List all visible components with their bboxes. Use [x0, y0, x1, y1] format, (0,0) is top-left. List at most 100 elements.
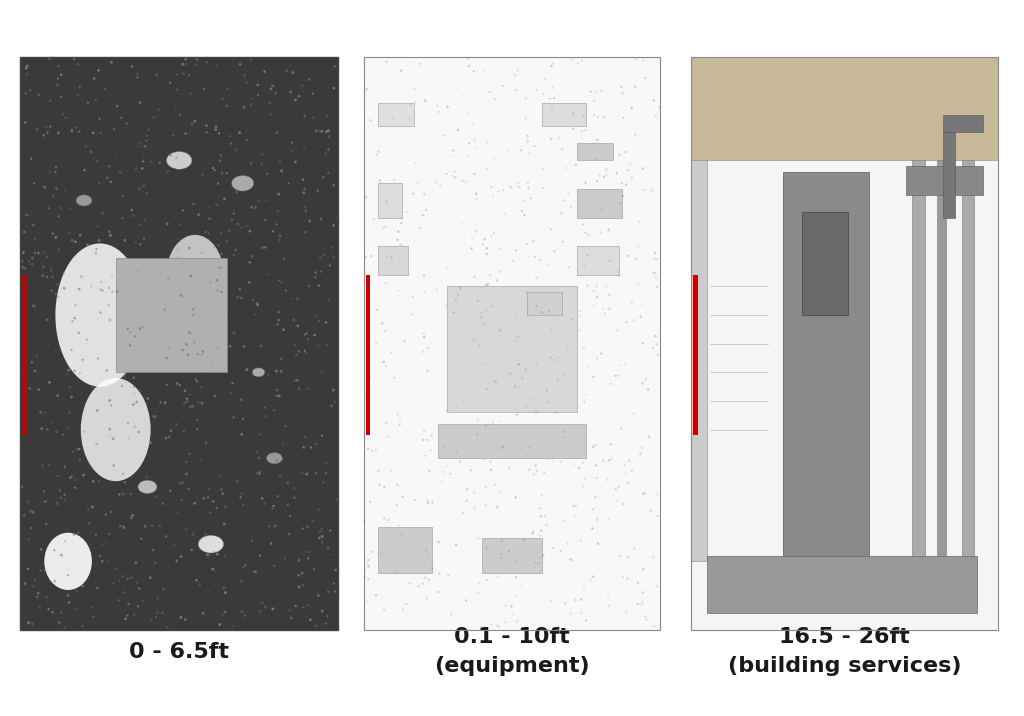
Point	[172, 283, 188, 294]
Point	[525, 469, 542, 480]
Point	[314, 537, 331, 548]
Point	[281, 528, 297, 540]
Point	[129, 72, 145, 83]
Point	[635, 163, 651, 174]
Point	[135, 180, 152, 192]
Point	[18, 62, 35, 74]
Text: (equipment): (equipment)	[434, 656, 590, 676]
Point	[318, 110, 335, 122]
Point	[575, 480, 592, 492]
Point	[216, 582, 232, 594]
Point	[635, 586, 651, 598]
Point	[263, 538, 280, 549]
Point	[390, 520, 407, 531]
Point	[635, 563, 651, 575]
Point	[578, 177, 594, 188]
Circle shape	[76, 195, 92, 206]
Point	[621, 165, 637, 176]
Point	[190, 397, 207, 408]
Point	[598, 281, 614, 292]
Point	[247, 309, 263, 320]
Point	[50, 73, 67, 84]
Point	[439, 101, 456, 112]
Point	[291, 90, 307, 102]
Point	[475, 445, 492, 457]
Point	[83, 146, 99, 158]
Point	[72, 454, 88, 465]
Point	[297, 226, 313, 238]
Point	[374, 318, 390, 329]
Point	[102, 176, 119, 188]
Point	[585, 503, 601, 515]
Point	[540, 397, 556, 408]
Point	[327, 396, 343, 407]
Point	[456, 396, 472, 407]
Point	[617, 606, 634, 618]
Point	[372, 175, 388, 186]
Point	[225, 208, 242, 219]
Point	[638, 373, 654, 384]
Point	[581, 229, 597, 241]
Point	[300, 468, 316, 479]
Point	[547, 354, 563, 366]
Point	[201, 228, 217, 239]
Point	[543, 223, 559, 235]
Point	[252, 550, 268, 561]
Point	[243, 54, 259, 66]
Point	[466, 503, 482, 515]
Point	[490, 621, 507, 633]
Point	[59, 369, 76, 381]
Point	[388, 567, 404, 579]
Point	[112, 521, 128, 532]
Point	[231, 59, 248, 70]
Point	[233, 429, 250, 440]
Point	[175, 425, 191, 437]
Point	[463, 465, 479, 476]
Point	[130, 140, 146, 152]
Point	[359, 596, 376, 607]
Point	[134, 321, 151, 333]
Point	[416, 270, 432, 281]
Point	[40, 203, 56, 214]
Point	[386, 174, 402, 185]
Point	[37, 407, 53, 418]
Point	[145, 411, 162, 422]
Point	[531, 503, 548, 514]
Point	[254, 242, 270, 253]
Point	[177, 59, 194, 70]
Point	[90, 353, 106, 364]
Point	[275, 253, 292, 265]
Point	[536, 467, 552, 478]
Point	[522, 392, 539, 404]
Point	[224, 377, 241, 389]
Point	[601, 455, 617, 466]
Point	[58, 524, 75, 536]
Point	[646, 621, 663, 632]
Point	[634, 299, 650, 310]
Point	[284, 137, 300, 148]
Point	[47, 232, 63, 243]
Point	[26, 220, 42, 231]
Point	[326, 384, 342, 396]
Point	[180, 483, 197, 495]
Point	[543, 324, 559, 336]
Point	[241, 276, 257, 288]
Point	[589, 353, 605, 364]
Point	[327, 586, 343, 597]
Point	[599, 474, 615, 485]
Point	[178, 339, 195, 350]
Point	[521, 147, 538, 159]
Point	[394, 543, 411, 555]
Point	[455, 508, 471, 519]
Point	[417, 95, 433, 107]
Point	[288, 600, 304, 611]
Point	[257, 601, 273, 613]
Point	[190, 209, 207, 221]
Point	[404, 309, 421, 320]
Point	[419, 365, 435, 377]
Point	[575, 259, 592, 271]
Point	[485, 424, 502, 435]
Point	[390, 409, 407, 420]
Point	[467, 501, 483, 513]
Point	[624, 172, 640, 183]
